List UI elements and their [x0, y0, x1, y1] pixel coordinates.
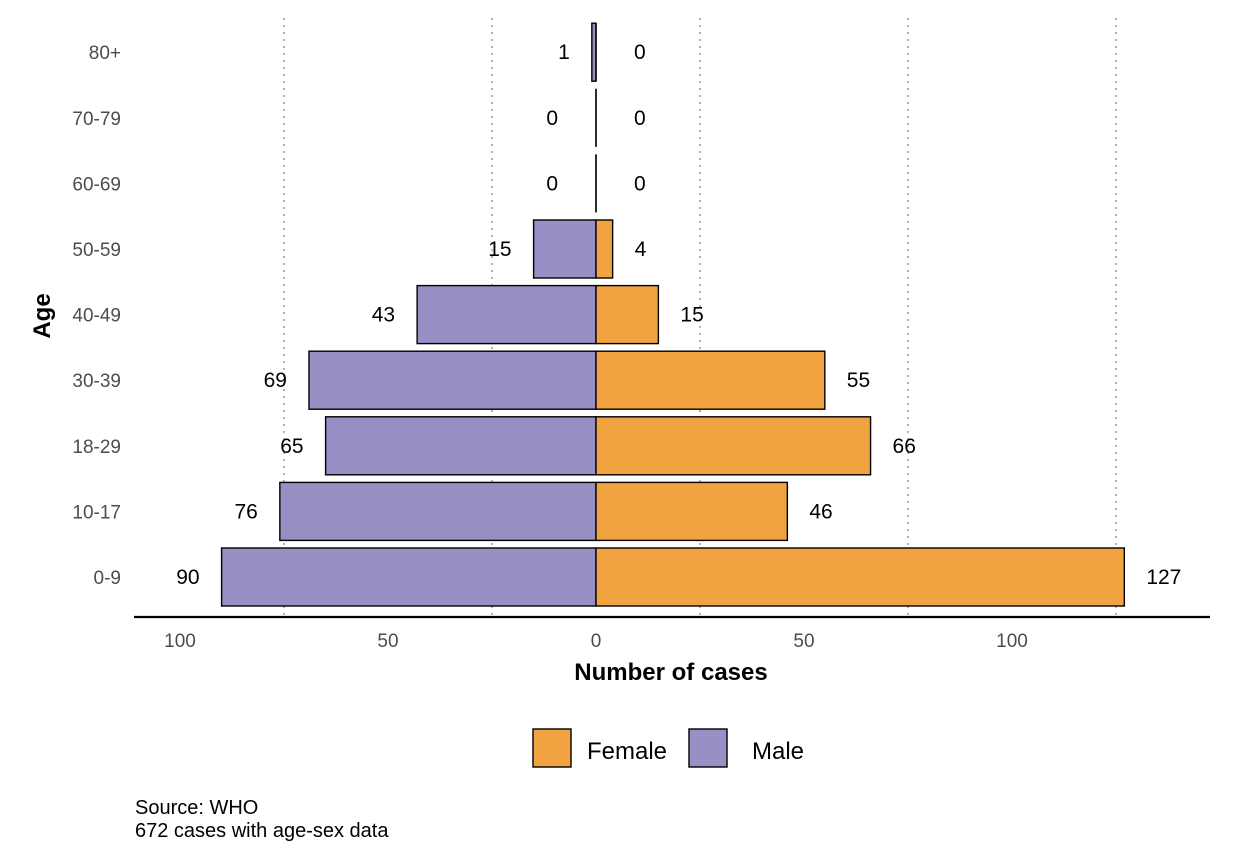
data-label-male: 69 — [264, 369, 287, 392]
data-label-male: 15 — [488, 238, 511, 261]
data-label-female: 4 — [635, 238, 647, 261]
labels-layer: 90 127 76 46 65 66 69 55 43 15 15 4 0 0 0 0 1 0 — [176, 41, 1181, 589]
data-label-male: 0 — [546, 172, 558, 195]
data-label-female: 66 — [893, 435, 916, 458]
x-tick-label: 0 — [591, 631, 602, 652]
y-tick-label: 60-69 — [72, 174, 121, 195]
bar-female — [595, 284, 660, 345]
data-label-female: 0 — [634, 41, 646, 64]
data-label-female: 127 — [1146, 566, 1181, 589]
legend-swatch-male — [688, 728, 728, 768]
data-label-male: 90 — [176, 566, 199, 589]
bar-female — [595, 481, 789, 542]
bar-female — [595, 350, 826, 410]
y-tick-label: 30-39 — [72, 371, 121, 392]
y-tick-label: 18-29 — [72, 437, 121, 458]
bar-male — [279, 481, 597, 542]
x-tick-label: 100 — [164, 631, 196, 652]
grid-layer — [283, 18, 1117, 617]
data-label-female: 0 — [634, 107, 646, 130]
data-label-male: 43 — [372, 304, 395, 327]
legend-layer: Female Male — [532, 728, 804, 768]
data-label-female: 0 — [634, 172, 646, 195]
legend-label-male: Male — [752, 738, 804, 765]
caption-count: 672 cases with age-sex data — [135, 820, 389, 842]
x-axis-title: Number of cases — [574, 659, 767, 686]
y-tick-label: 0-9 — [94, 568, 121, 589]
data-label-male: 65 — [280, 435, 303, 458]
y-tick-label: 80+ — [89, 43, 121, 64]
x-tick-label: 50 — [793, 631, 814, 652]
data-label-female: 15 — [680, 304, 703, 327]
y-tick-label: 10-17 — [72, 502, 121, 523]
legend-swatch-female — [532, 728, 572, 768]
bar-female — [595, 547, 1126, 607]
y-tick-label: 40-49 — [72, 306, 121, 327]
x-tick-label: 100 — [996, 631, 1028, 652]
data-label-male: 0 — [546, 107, 558, 130]
data-label-male: 76 — [234, 500, 257, 523]
data-label-female: 46 — [809, 500, 832, 523]
bar-male — [220, 547, 597, 607]
x-tick-label: 50 — [377, 631, 398, 652]
bar-male — [532, 219, 597, 279]
y-axis-title: Age — [29, 293, 56, 338]
legend-label-female: Female — [587, 738, 667, 765]
data-label-female: 55 — [847, 369, 870, 392]
y-tick-label: 70-79 — [72, 109, 121, 130]
axis-layer: 0-9 10-17 18-29 30-39 40-49 50-59 60-69 70-79 80… — [29, 43, 1210, 686]
bar-female — [595, 416, 872, 476]
bar-male — [308, 350, 597, 410]
bar-male — [416, 284, 597, 345]
caption-source: Source: WHO — [135, 797, 259, 819]
bar-male — [324, 416, 597, 476]
bar-female — [595, 219, 614, 279]
data-label-male: 1 — [558, 41, 570, 64]
bars-layer — [220, 22, 1126, 607]
y-tick-label: 50-59 — [72, 240, 121, 261]
